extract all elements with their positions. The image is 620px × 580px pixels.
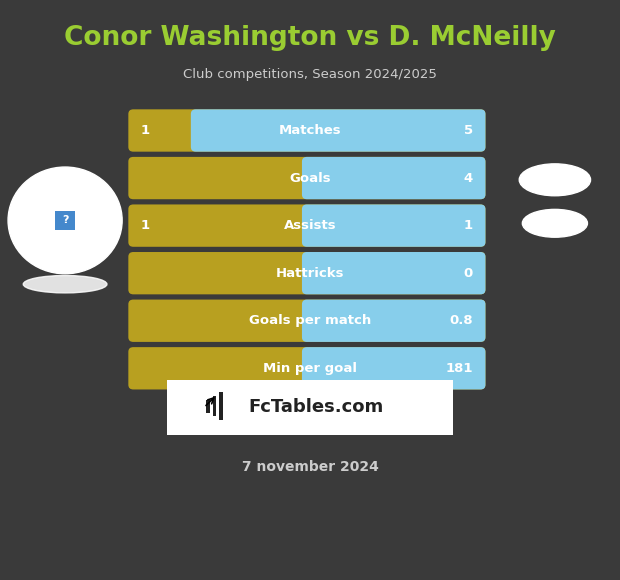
Circle shape — [8, 167, 122, 274]
Text: Club competitions, Season 2024/2025: Club competitions, Season 2024/2025 — [183, 68, 437, 81]
Text: FcTables.com: FcTables.com — [248, 398, 383, 416]
FancyBboxPatch shape — [302, 157, 485, 199]
Text: 1: 1 — [464, 219, 473, 232]
FancyBboxPatch shape — [128, 205, 485, 247]
FancyBboxPatch shape — [128, 347, 485, 390]
Text: 181: 181 — [446, 362, 473, 375]
Text: Min per goal: Min per goal — [263, 362, 357, 375]
FancyBboxPatch shape — [302, 205, 485, 247]
FancyBboxPatch shape — [167, 380, 453, 435]
Ellipse shape — [520, 164, 590, 196]
Text: 5: 5 — [464, 124, 473, 137]
FancyBboxPatch shape — [128, 252, 485, 294]
Text: 0: 0 — [464, 267, 473, 280]
Ellipse shape — [23, 276, 107, 293]
FancyBboxPatch shape — [55, 211, 75, 230]
FancyBboxPatch shape — [302, 347, 485, 390]
FancyBboxPatch shape — [302, 252, 485, 294]
Text: Conor Washington vs D. McNeilly: Conor Washington vs D. McNeilly — [64, 25, 556, 50]
Text: ?: ? — [62, 215, 68, 226]
Text: 7 november 2024: 7 november 2024 — [242, 460, 378, 474]
FancyBboxPatch shape — [128, 109, 485, 151]
Text: Assists: Assists — [284, 219, 336, 232]
Text: 1: 1 — [141, 219, 150, 232]
Text: Goals per match: Goals per match — [249, 314, 371, 327]
FancyBboxPatch shape — [128, 157, 485, 199]
Ellipse shape — [522, 209, 587, 237]
FancyBboxPatch shape — [219, 393, 223, 420]
Text: 0.8: 0.8 — [450, 314, 473, 327]
Text: 1: 1 — [141, 124, 150, 137]
Text: Matches: Matches — [278, 124, 342, 137]
FancyBboxPatch shape — [206, 400, 210, 413]
Text: Hattricks: Hattricks — [276, 267, 344, 280]
FancyBboxPatch shape — [128, 299, 485, 342]
Text: Goals: Goals — [289, 172, 331, 184]
FancyBboxPatch shape — [302, 299, 485, 342]
Text: 4: 4 — [464, 172, 473, 184]
FancyBboxPatch shape — [213, 396, 216, 416]
FancyBboxPatch shape — [191, 109, 485, 151]
